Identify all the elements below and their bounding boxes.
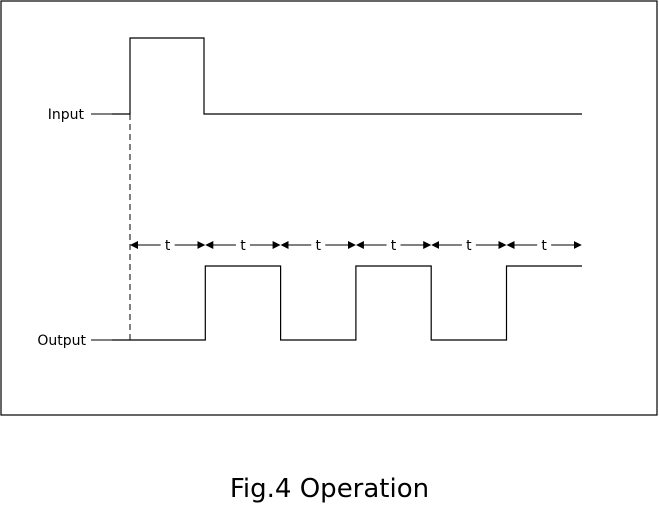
- output-waveform: [112, 265, 582, 341]
- interval-label: t: [391, 238, 397, 254]
- interval-label: t: [316, 238, 322, 254]
- interval-label: t: [165, 238, 171, 254]
- output-label: Output: [37, 333, 86, 349]
- diagram-frame: [0, 0, 658, 416]
- figure-caption: Fig.4 Operation: [229, 474, 430, 504]
- input-label: Input: [48, 107, 85, 123]
- timing-diagram: Input t t t t t t Output: [0, 0, 658, 416]
- input-waveform: [112, 37, 582, 115]
- interval-label: t: [466, 238, 472, 254]
- interval-label: t: [541, 238, 547, 254]
- interval-label: t: [240, 238, 246, 254]
